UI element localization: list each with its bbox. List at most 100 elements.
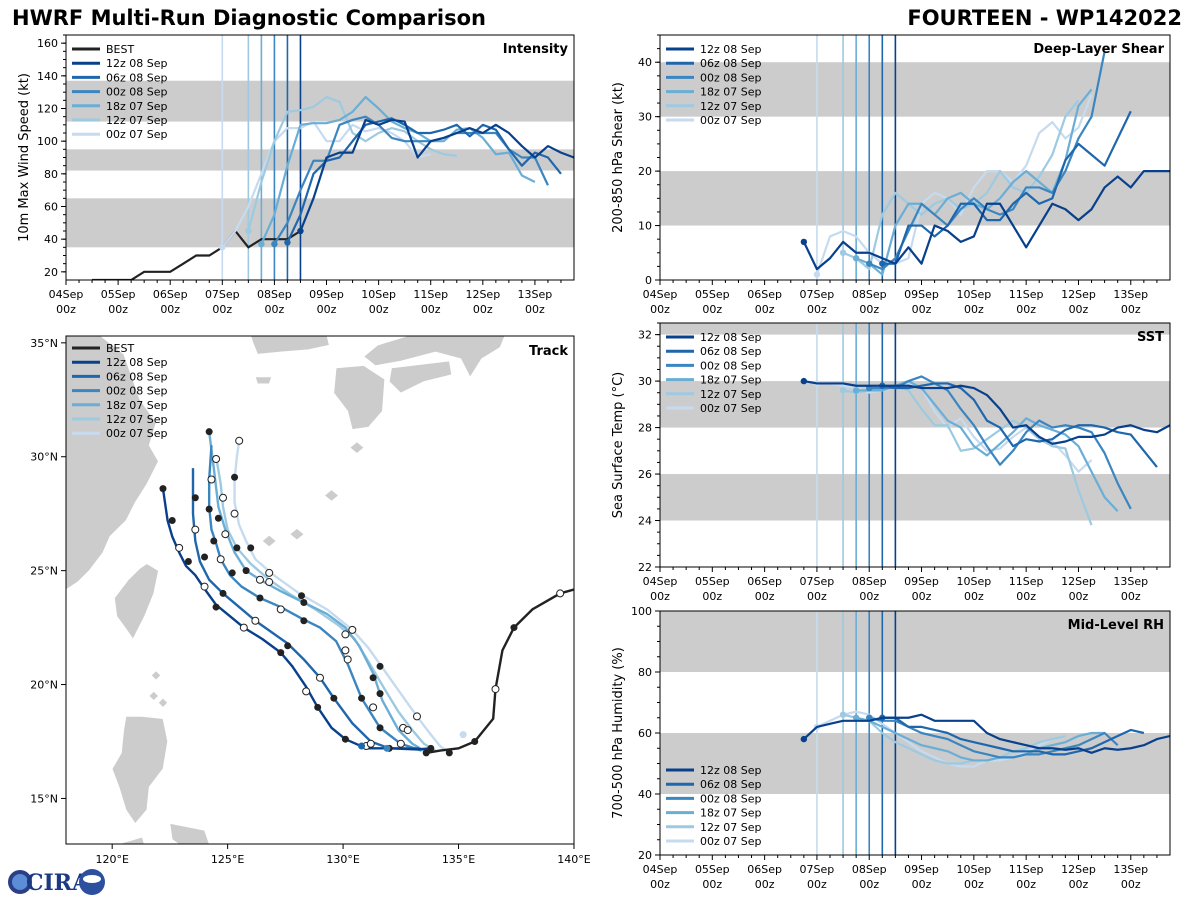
intensity-panel: 20 40 60 80 100 120 140 160 04Sep 00z 05Sep 00z 06Se… (17, 34, 575, 316)
init-marker (813, 271, 821, 278)
track-marker-filled (277, 649, 285, 657)
series-line-00z-07-sep (815, 94, 1093, 275)
y-tick-label: 10 (638, 220, 652, 233)
y-tick-label: 100 (631, 605, 652, 618)
panel-title: Deep-Layer Shear (1033, 42, 1164, 57)
legend-label: 18z 07 Sep (700, 86, 762, 99)
legend-label: 12z 08 Sep (700, 331, 762, 344)
x-tick-day: 05Sep (695, 575, 730, 588)
track-marker-filled (300, 599, 308, 607)
series-line-12z-08-sep (299, 118, 574, 232)
axes-frame (659, 322, 1171, 568)
x-tick-hour: 00z (56, 303, 76, 316)
best-marker-open (556, 589, 565, 598)
y-tick-label: 20 (44, 266, 58, 279)
shikoku (388, 360, 452, 394)
y-tick-label: 26 (638, 468, 652, 481)
x-tick-day: 12Sep (465, 288, 500, 301)
china-coast (66, 336, 159, 590)
legend-label: 00z 08 Sep (106, 385, 168, 398)
ryukyu-island (289, 528, 305, 541)
x-tick-hour: 00z (1121, 303, 1141, 316)
legend-label: 00z 08 Sep (700, 792, 762, 805)
y-tick-label: 100 (37, 135, 58, 148)
init-marker (839, 249, 847, 256)
init-marker (258, 240, 265, 248)
init-marker (800, 238, 808, 246)
y-tick-label: 40 (44, 233, 58, 246)
track-marker-open (343, 655, 352, 664)
x-tick-hour: 00z (108, 303, 128, 316)
series-line-12z-08-sep (803, 380, 1170, 445)
shade-band (660, 381, 1170, 428)
lon-tick-label: 135°E (442, 853, 475, 866)
x-tick-day: 11Sep (1009, 575, 1044, 588)
x-tick-hour: 00z (859, 303, 879, 316)
series-line-12z-07-sep (842, 713, 1066, 765)
track-marker-filled (210, 537, 218, 545)
x-tick-day: 07Sep (800, 575, 835, 588)
y-tick-label: 40 (638, 788, 652, 801)
track-marker-filled (219, 589, 227, 597)
x-tick-hour: 00z (650, 878, 670, 891)
x-tick-day: 09Sep (904, 288, 939, 301)
y-tick-label: 30 (638, 375, 652, 388)
x-tick-hour: 00z (160, 303, 180, 316)
init-position-marker (459, 731, 467, 739)
legend-label: 00z 08 Sep (700, 359, 762, 372)
track-marker-open (221, 530, 230, 539)
legend-label: 00z 07 Sep (106, 427, 168, 440)
x-tick-hour: 00z (1121, 590, 1141, 603)
track-marker-filled (427, 744, 435, 752)
track-marker-open (251, 616, 260, 625)
x-tick-day: 06Sep (747, 575, 782, 588)
x-tick-day: 07Sep (205, 288, 240, 301)
rh-panel: 20 40 60 80 100 04Sep 00z 05Sep 00z 06Sep 00z 07Sep… (611, 605, 1171, 891)
x-tick-hour: 00z (964, 590, 984, 603)
best-track-line (426, 588, 574, 755)
x-tick-day: 05Sep (695, 863, 730, 876)
track-marker-filled (376, 690, 384, 698)
series-line-06z-08-sep (882, 716, 1145, 756)
y-tick-label: 60 (44, 201, 58, 214)
x-tick-hour: 00z (1069, 590, 1089, 603)
track-line-06z-08-sep (191, 468, 420, 750)
x-tick-day: 10Sep (361, 288, 396, 301)
best-series-line (92, 229, 302, 280)
track-marker-filled (168, 517, 176, 525)
init-marker (271, 240, 278, 248)
x-tick-hour: 00z (859, 590, 879, 603)
legend-label: 18z 07 Sep (106, 100, 168, 113)
x-tick-day: 04Sep (643, 863, 678, 876)
legend-label: 18z 07 Sep (700, 807, 762, 820)
x-tick-day: 08Sep (852, 863, 887, 876)
series-line-12z-08-sep (802, 170, 1170, 271)
series-group (800, 710, 1170, 768)
x-tick-hour: 00z (807, 878, 827, 891)
korea (250, 336, 330, 355)
shade-band (660, 62, 1170, 117)
taiwan (114, 563, 159, 640)
x-tick-hour: 00z (807, 590, 827, 603)
track-marker-filled (341, 735, 349, 743)
x-tick-day: 10Sep (956, 575, 991, 588)
series-line-12z-08-sep (803, 713, 1170, 754)
x-tick-hour: 00z (755, 303, 775, 316)
init-position-marker (383, 744, 391, 752)
x-tick-hour: 00z (473, 303, 493, 316)
track-marker-filled (233, 544, 241, 552)
legend-label: 12z 07 Sep (700, 100, 762, 113)
init-marker (800, 377, 808, 385)
legend-label: 00z 07 Sep (700, 835, 762, 848)
track-marker-filled (201, 553, 209, 561)
track-marker-filled (330, 694, 338, 702)
ryukyu-island (349, 441, 365, 454)
track-marker-open (316, 673, 324, 682)
panel-title: Track (529, 344, 568, 359)
series-group (800, 375, 1170, 526)
sst-panel: 22 24 26 28 30 32 04Sep 00z 05Sep 00z 06Sep 00z 07Se… (611, 322, 1171, 603)
series-group (92, 95, 574, 280)
ryukyu-island (261, 534, 277, 548)
init-marker (284, 239, 291, 246)
